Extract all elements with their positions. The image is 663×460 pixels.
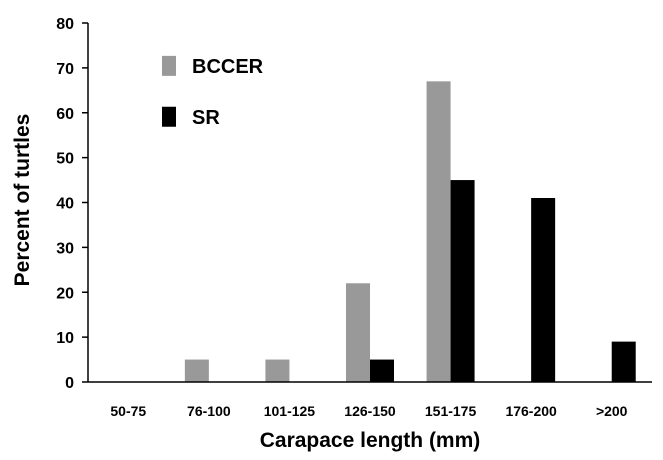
y-tick-label: 70 <box>56 61 74 78</box>
bar-sr-6 <box>531 198 556 382</box>
y-axis-title: Percent of turtles <box>11 114 34 287</box>
y-axis-ticks: 0 10 20 30 40 50 60 70 80 <box>56 16 88 392</box>
legend-label-sr: SR <box>192 107 220 129</box>
legend-label-bccer: BCCER <box>192 56 264 78</box>
x-axis-title: Carapace length (mm) <box>260 429 481 452</box>
bar-bccer-5 <box>426 81 451 383</box>
x-axis-category-labels: 50-75 76-100 101-125 126-150 151-175 176-200 >… <box>110 403 627 419</box>
y-tick-label: 50 <box>56 151 74 168</box>
y-tick-label: 80 <box>56 16 74 33</box>
x-tick-label: 50-75 <box>110 403 146 419</box>
bar-sr-7 <box>611 341 636 382</box>
x-tick-label: 176-200 <box>505 403 557 419</box>
bar-sr-5 <box>450 180 475 382</box>
x-tick-label: 151-175 <box>425 403 477 419</box>
bar-bccer-3 <box>265 359 290 382</box>
bar-bccer-4 <box>346 283 370 382</box>
x-tick-label: 76-100 <box>187 403 231 419</box>
y-tick-label: 60 <box>56 106 74 123</box>
y-tick-label: 40 <box>56 196 74 213</box>
legend-swatch-bccer <box>162 55 176 76</box>
x-tick-label: >200 <box>596 403 628 419</box>
bars-group <box>184 81 636 383</box>
y-tick-label: 30 <box>56 240 74 257</box>
legend: BCCER SR <box>162 55 264 129</box>
bar-bccer-2 <box>184 359 209 382</box>
x-tick-label: 101-125 <box>264 403 316 419</box>
x-tick-label: 126-150 <box>344 403 396 419</box>
bar-sr-4 <box>370 359 394 382</box>
y-tick-label: 10 <box>56 330 74 347</box>
y-tick-label: 20 <box>56 285 74 302</box>
legend-swatch-sr <box>162 106 176 127</box>
y-tick-label: 0 <box>65 375 74 392</box>
